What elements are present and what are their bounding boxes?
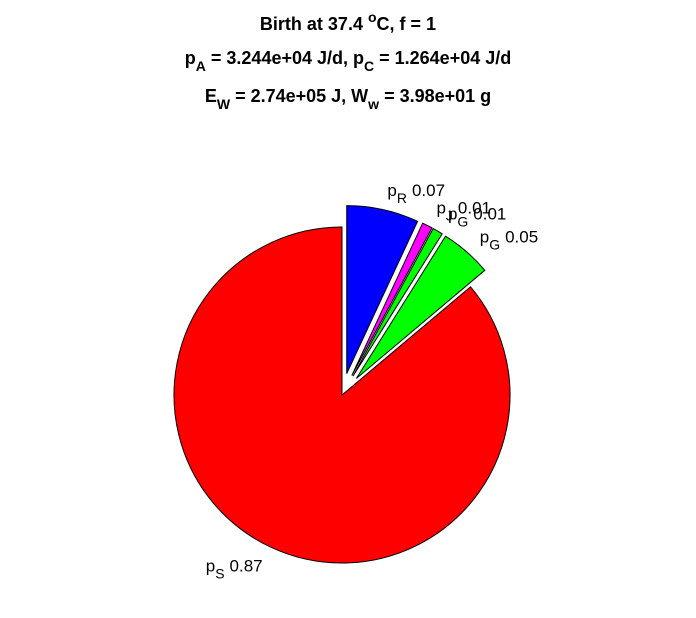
- pie-slice: [351, 222, 433, 376]
- title-part: A: [196, 58, 206, 74]
- label-value: 0.05: [505, 227, 538, 246]
- slice-label: pG 0.01: [448, 205, 506, 230]
- chart-title: EW = 2.74e+05 J, Ww = 3.98e+01 g: [205, 86, 491, 112]
- chart-title: Birth at 37.4 oC, f = 1: [260, 9, 436, 34]
- title-part: Birth at 37.4: [260, 14, 368, 34]
- label-sub: J: [446, 207, 453, 223]
- title-part: o: [368, 9, 377, 25]
- label-symbol: p: [436, 198, 445, 217]
- label-sub: S: [215, 566, 224, 582]
- pie-slice: [346, 205, 419, 374]
- title-part: W: [217, 96, 231, 112]
- title-part: = 2.74e+05 J, W: [230, 86, 368, 106]
- pie-slice: [352, 227, 443, 377]
- pie-slice: [173, 226, 511, 564]
- pie-slice: [355, 235, 486, 379]
- title-part: = 3.244e+04 J/d, p: [206, 48, 364, 68]
- label-value: 0.01: [458, 198, 491, 217]
- label-symbol: p: [448, 205, 457, 224]
- title-part: w: [367, 96, 379, 112]
- chart-title: pA = 3.244e+04 J/d, pC = 1.264e+04 J/d: [185, 48, 511, 74]
- title-part: C: [364, 58, 374, 74]
- label-sub: R: [397, 190, 407, 206]
- label-value: 0.87: [230, 557, 263, 576]
- label-symbol: p: [206, 557, 215, 576]
- label-symbol: p: [480, 227, 489, 246]
- label-sub: G: [489, 236, 500, 252]
- label-symbol: p: [387, 181, 396, 200]
- title-part: p: [185, 48, 196, 68]
- label-sub: G: [457, 214, 468, 230]
- slice-label: pR 0.07: [387, 181, 445, 206]
- title-part: = 1.264e+04 J/d: [374, 48, 511, 68]
- label-value: 0.07: [412, 181, 445, 200]
- title-part: = 3.98e+01 g: [379, 86, 491, 106]
- title-part: E: [205, 86, 217, 106]
- title-part: C, f = 1: [377, 14, 437, 34]
- slice-label: pG 0.05: [480, 227, 538, 252]
- label-value: 0.01: [473, 205, 506, 224]
- slice-label: pS 0.87: [206, 557, 263, 582]
- slice-label: pJ 0.01: [436, 198, 491, 223]
